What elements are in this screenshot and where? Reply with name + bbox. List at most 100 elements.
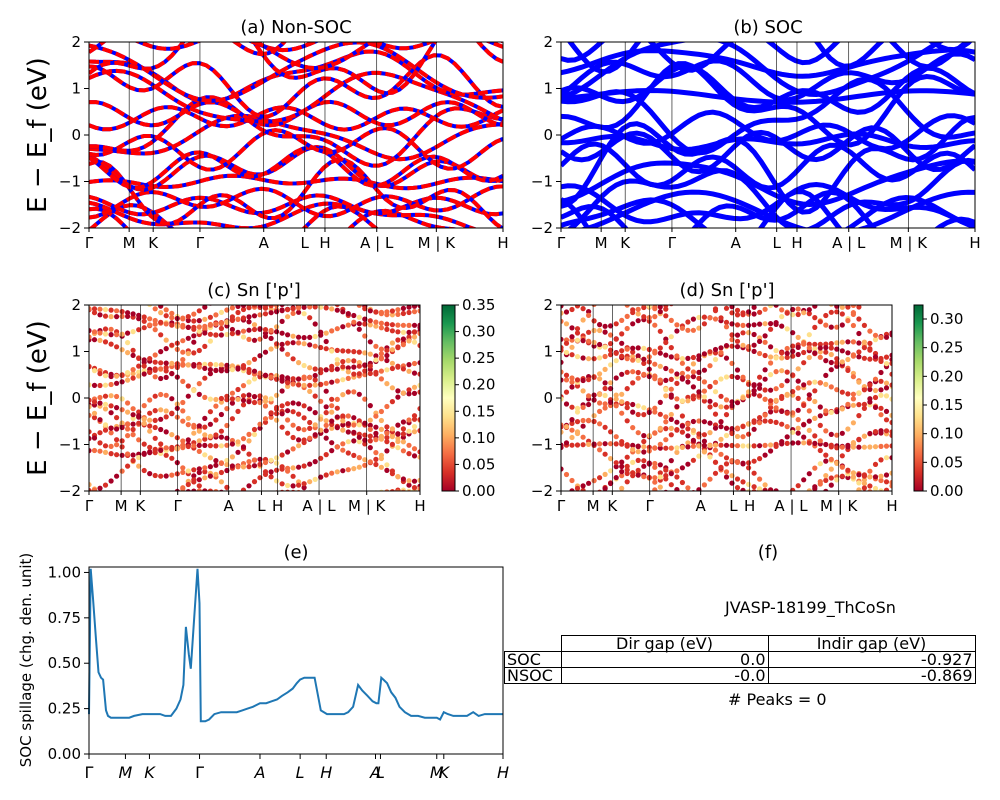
band-point xyxy=(417,406,420,412)
band-point xyxy=(806,427,812,433)
band-point xyxy=(685,319,691,325)
band-point xyxy=(91,415,98,421)
band-point xyxy=(417,322,420,328)
band-point xyxy=(163,445,169,451)
band-point xyxy=(801,288,806,293)
band-point xyxy=(580,306,586,312)
band-point xyxy=(746,344,752,350)
band-point xyxy=(657,345,663,351)
band-point xyxy=(169,446,175,452)
band-point xyxy=(817,349,823,355)
band-point xyxy=(114,282,119,287)
indir-gap-header: Indir gap (eV) xyxy=(767,635,976,652)
band-point xyxy=(246,392,252,398)
band-point xyxy=(202,365,208,371)
band-point xyxy=(251,305,258,308)
band-point xyxy=(313,270,318,275)
band-point xyxy=(646,433,652,439)
band-point xyxy=(785,276,790,281)
band-point xyxy=(635,443,641,449)
band-point xyxy=(630,425,636,431)
band-point xyxy=(191,311,197,317)
band-point xyxy=(114,380,120,386)
band-point xyxy=(180,442,186,448)
band-point xyxy=(663,306,669,312)
x-tick-label: Γ xyxy=(174,497,183,515)
band-point xyxy=(784,434,790,440)
band-point xyxy=(262,372,269,378)
band-point xyxy=(180,399,186,406)
band-point xyxy=(817,422,823,428)
band-point xyxy=(378,452,384,458)
band-point xyxy=(872,444,879,450)
band-point xyxy=(224,467,230,474)
band-point xyxy=(696,353,702,359)
band-point xyxy=(845,474,851,481)
band-point xyxy=(119,309,125,315)
band-point xyxy=(608,441,614,447)
band-point xyxy=(207,367,213,373)
band-point xyxy=(235,464,241,470)
band-point xyxy=(196,438,202,444)
band-point xyxy=(400,390,406,396)
x-tick-label: H xyxy=(886,497,897,515)
band-point xyxy=(784,410,790,416)
band-point xyxy=(180,361,186,367)
band-point xyxy=(207,396,213,402)
band-point xyxy=(613,392,619,398)
x-tick-label: A | L xyxy=(302,497,336,515)
band-point xyxy=(657,484,663,490)
band-point xyxy=(746,322,752,328)
band-point xyxy=(174,361,180,367)
band-point xyxy=(406,362,412,368)
band-point xyxy=(597,489,602,491)
band-point xyxy=(790,429,796,435)
band-point xyxy=(718,345,724,351)
band-point xyxy=(652,277,657,282)
band-point xyxy=(279,481,285,487)
band-point xyxy=(603,285,608,290)
band-point xyxy=(861,433,868,439)
band-point xyxy=(356,305,362,308)
band-point xyxy=(174,323,180,329)
band-point xyxy=(857,305,860,306)
band-point xyxy=(152,367,158,373)
band-point xyxy=(340,364,346,370)
band-point xyxy=(229,454,235,460)
band-point xyxy=(663,313,669,319)
y-tick-label: 2 xyxy=(71,33,81,51)
band-point xyxy=(207,443,213,449)
band-point xyxy=(125,377,131,383)
band-line xyxy=(561,189,975,228)
band-point xyxy=(806,392,812,398)
band-point xyxy=(207,421,213,427)
band-point xyxy=(801,517,806,522)
band-point xyxy=(723,474,730,480)
band-point xyxy=(773,355,779,361)
band-point xyxy=(652,475,658,481)
band-point xyxy=(619,463,625,470)
band-point xyxy=(701,388,708,394)
band-point xyxy=(400,431,406,437)
panel-a-axes: 210−1−2 xyxy=(59,33,89,237)
band-point xyxy=(597,297,602,302)
band-point xyxy=(674,445,680,451)
band-point xyxy=(202,375,208,381)
band-point xyxy=(592,491,597,496)
band-point xyxy=(867,483,873,489)
band-point xyxy=(285,340,291,346)
band-point xyxy=(395,329,401,335)
band-point xyxy=(828,409,834,415)
band-point xyxy=(646,444,652,450)
band-point xyxy=(806,440,812,446)
x-tick-label: H xyxy=(414,497,425,515)
band-point xyxy=(845,318,851,324)
band-point xyxy=(158,366,164,372)
band-point xyxy=(889,455,892,461)
band-point xyxy=(202,452,208,458)
band-point xyxy=(196,324,202,330)
band-point xyxy=(323,305,329,311)
band-point xyxy=(86,297,91,302)
band-point xyxy=(351,422,357,428)
band-point xyxy=(657,470,663,476)
